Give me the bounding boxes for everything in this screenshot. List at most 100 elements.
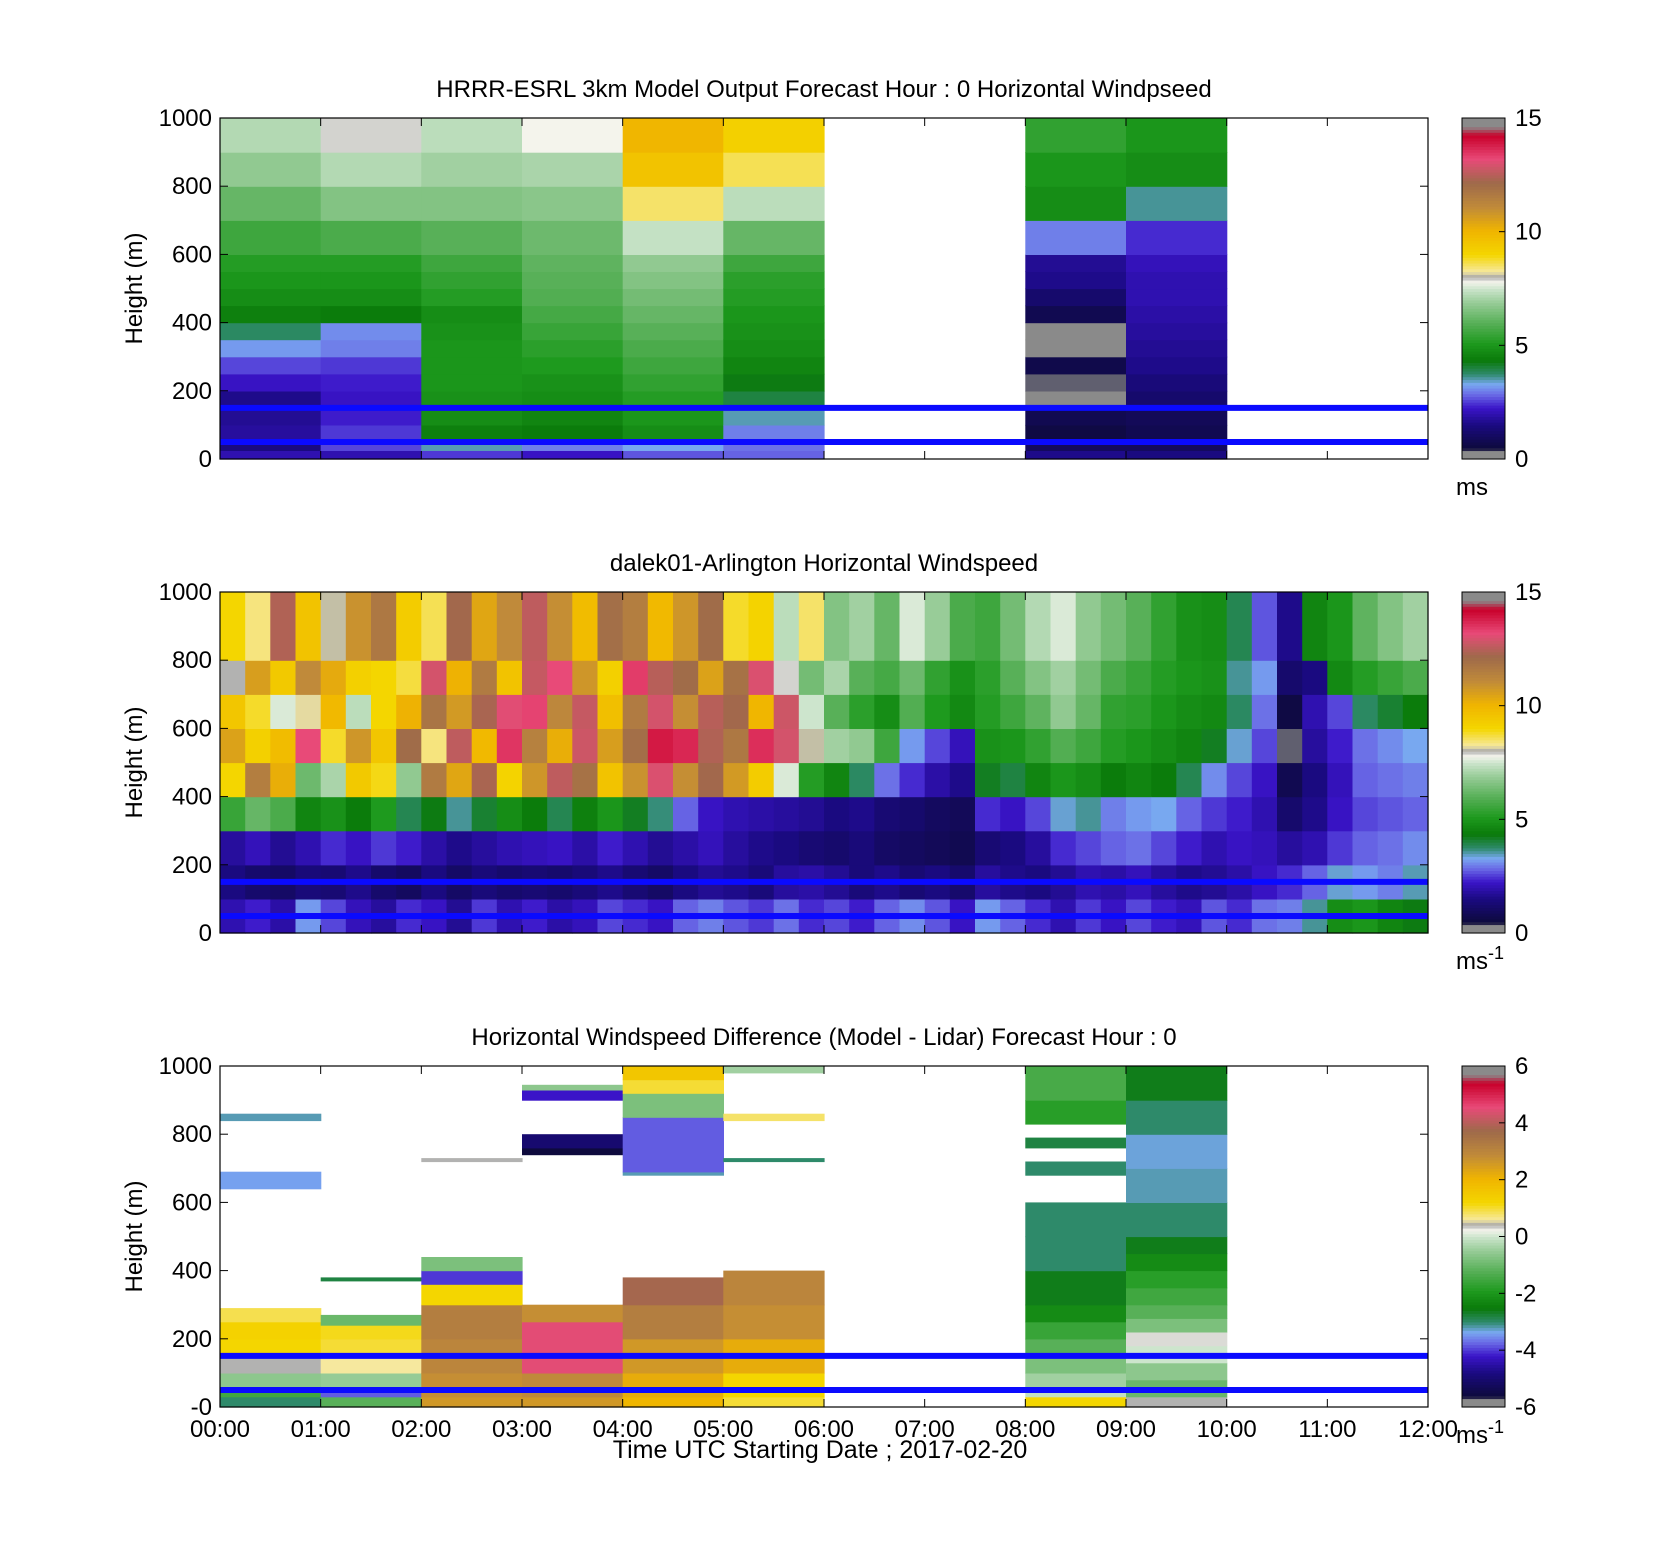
heatmap-cell — [798, 728, 825, 764]
heatmap-cell — [522, 1396, 624, 1408]
heatmap-cell — [421, 660, 448, 695]
heatmap-cell — [220, 118, 322, 153]
heatmap-cell — [1000, 728, 1026, 764]
colorbar-segment — [1462, 376, 1505, 381]
heatmap-cell — [622, 762, 649, 798]
heatmap-cell — [924, 728, 951, 764]
heatmap-cell — [1327, 728, 1354, 764]
heatmap-cell — [1126, 728, 1152, 764]
heatmap-cell — [723, 322, 825, 341]
x-tick-label: 03:00 — [492, 1416, 552, 1443]
heatmap-cell — [295, 592, 322, 661]
heatmap-cell — [824, 694, 850, 729]
colorbar-frame — [1461, 591, 1506, 934]
colorbar-segment — [1462, 771, 1505, 775]
y-tick-label: 800 — [172, 173, 212, 200]
colorbar-segment — [1462, 382, 1505, 386]
heatmap-cell — [421, 322, 523, 341]
colorbar-tick-label: 5 — [1515, 332, 1528, 359]
heatmap-cell — [522, 1321, 624, 1340]
heatmap-cell — [320, 762, 347, 798]
heatmap-cell — [1251, 660, 1278, 695]
colorbar-segment — [1462, 228, 1505, 233]
heatmap-cell — [698, 830, 724, 866]
colorbar-segment — [1462, 1324, 1505, 1329]
heatmap-cell — [1025, 728, 1052, 764]
colorbar-segment — [1462, 1313, 1505, 1317]
colorbar-segment — [1462, 183, 1505, 187]
colorbar-tick-label: 10 — [1515, 219, 1542, 246]
heatmap-cell — [1327, 660, 1354, 695]
heatmap-cell — [220, 450, 322, 460]
heatmap-cell — [975, 592, 1001, 661]
heatmap-cell — [673, 728, 699, 764]
x-tick-label: 11:00 — [1298, 1416, 1356, 1443]
heatmap-cell — [1126, 762, 1152, 798]
heatmap-cell — [1377, 728, 1404, 764]
heatmap-cell — [270, 660, 297, 695]
heatmap-cell — [1126, 186, 1228, 221]
colorbar-segment — [1462, 873, 1505, 877]
colorbar-segment — [1462, 898, 1505, 903]
heatmap-cell — [1226, 830, 1253, 866]
colorbar-segment — [1462, 297, 1505, 301]
heatmap-cell — [1327, 796, 1354, 832]
heatmap-cell — [522, 356, 624, 375]
heatmap-cell — [723, 271, 825, 290]
heatmap-cell — [1226, 762, 1253, 798]
heatmap-cell — [723, 660, 750, 695]
colorbar-segment — [1462, 785, 1505, 789]
colorbar-segment — [1462, 1083, 1505, 1087]
colorbar-segment — [1462, 1375, 1505, 1380]
colorbar-segment — [1462, 311, 1505, 315]
colorbar-segment — [1462, 910, 1505, 914]
heatmap-cell — [421, 152, 523, 187]
colorbar-segment — [1462, 606, 1505, 610]
colorbar-segment — [1462, 1239, 1505, 1243]
heatmap-cell — [773, 694, 800, 729]
colorbar-segment — [1462, 123, 1505, 128]
heatmap-cell — [421, 288, 523, 307]
heatmap-cell — [798, 660, 825, 695]
heatmap-cell — [698, 796, 724, 832]
heatmap-cell — [748, 728, 775, 764]
heatmap-cell — [698, 728, 724, 764]
colorbar-segment — [1462, 927, 1505, 931]
colorbar-tick-label: 0 — [1515, 446, 1528, 473]
heatmap-cell — [899, 762, 926, 798]
colorbar-segment — [1462, 174, 1505, 179]
colorbar-segment — [1462, 819, 1505, 823]
colorbar-segment — [1462, 901, 1505, 906]
heatmap-cell — [1176, 694, 1203, 729]
heatmap-cell — [496, 728, 523, 764]
heatmap-cell — [1277, 830, 1303, 866]
colorbar-segment — [1462, 331, 1505, 335]
heatmap-cell — [522, 373, 624, 392]
colorbar-segment — [1462, 1119, 1505, 1124]
heatmap-cell — [496, 592, 523, 661]
colorbar-segment — [1462, 881, 1505, 886]
heatmap-cell — [1277, 660, 1303, 695]
colorbar-segment — [1462, 1287, 1505, 1292]
heatmap-cell — [1025, 254, 1127, 272]
heatmap-cell — [1025, 407, 1127, 426]
heatmap-cell — [1025, 424, 1127, 443]
colorbar-segment — [1462, 1151, 1505, 1155]
colorbar-segment — [1462, 751, 1505, 755]
colorbar-segment — [1462, 271, 1505, 275]
heatmap-cell — [446, 694, 473, 729]
heatmap-cell — [1126, 592, 1152, 661]
colorbar-segment — [1462, 322, 1505, 327]
heatmap-cell — [1126, 118, 1228, 153]
colorbar-segment — [1462, 617, 1505, 622]
y-tick-label: 200 — [172, 1326, 212, 1353]
colorbar-segment — [1462, 1338, 1505, 1343]
colorbar-segment — [1462, 396, 1505, 400]
colorbar-segment — [1462, 450, 1505, 454]
heatmap-cell — [874, 762, 901, 798]
heatmap-cell — [270, 830, 297, 866]
colorbar-segment — [1462, 1389, 1505, 1394]
colorbar-segment — [1462, 1179, 1505, 1184]
heatmap-cell — [622, 1079, 724, 1094]
